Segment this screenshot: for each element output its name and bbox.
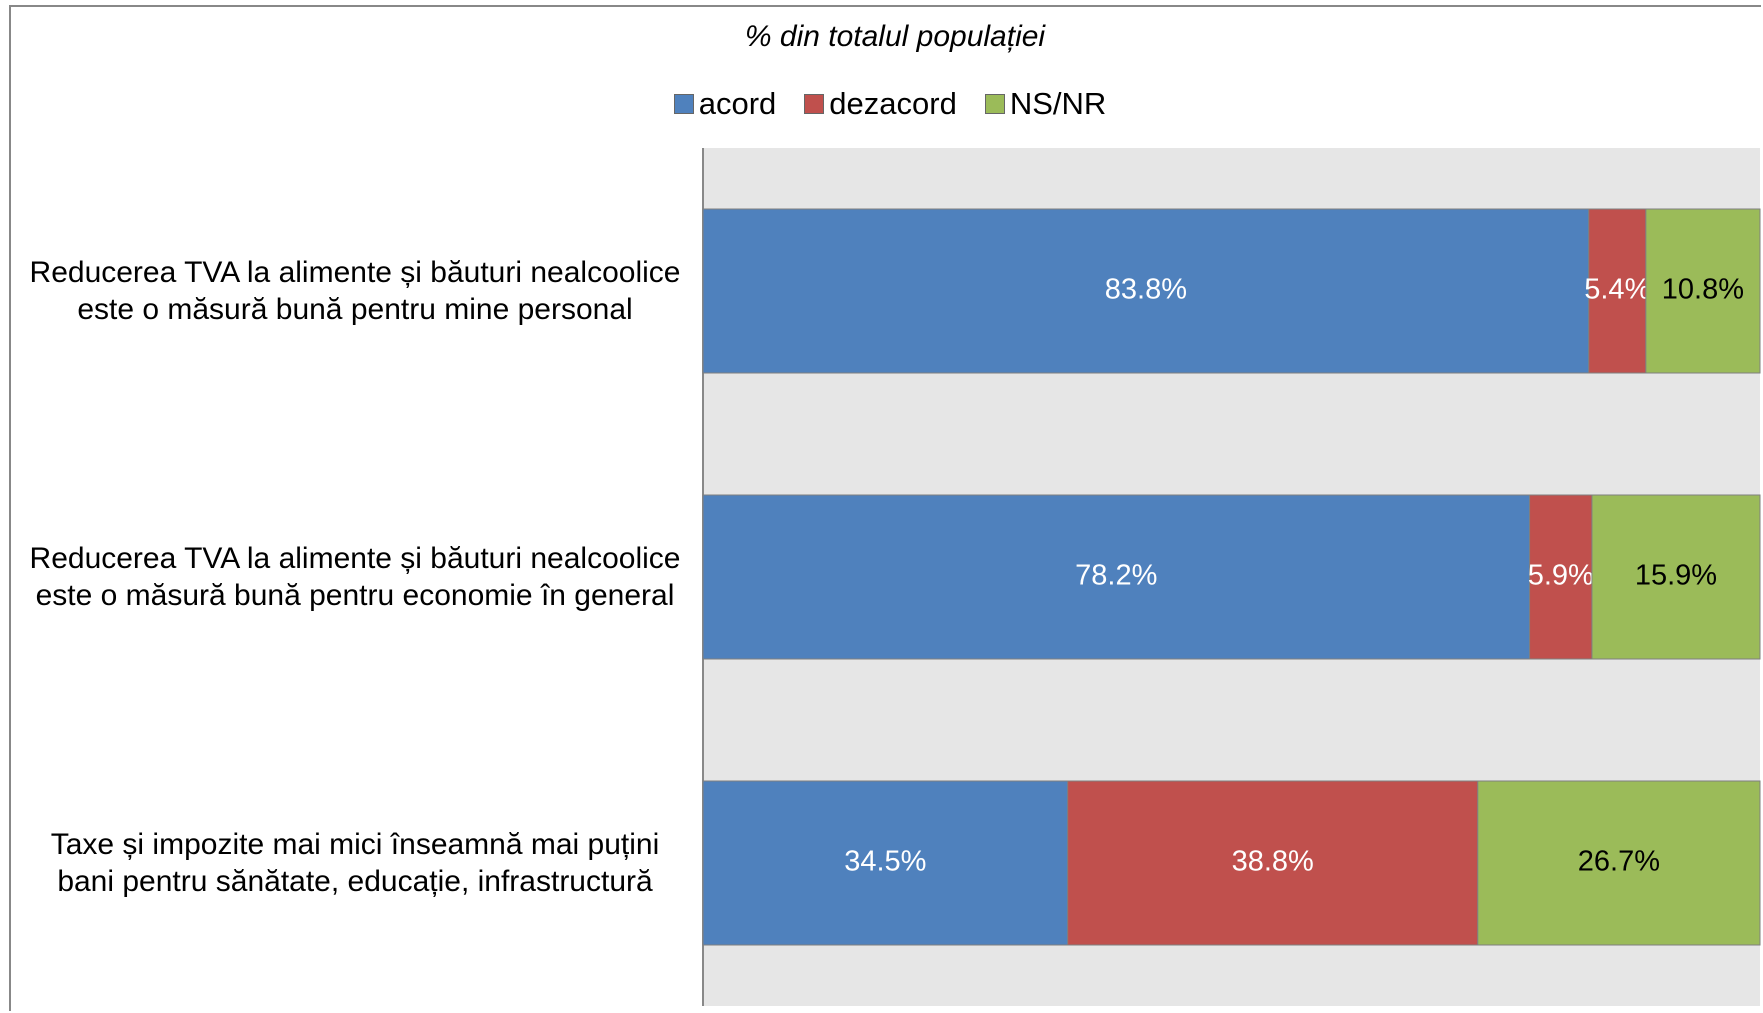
bar-segment	[702, 494, 1531, 660]
data-label: 26.7%	[1578, 846, 1660, 878]
bar-segment	[1529, 494, 1593, 660]
legend-swatch	[804, 94, 825, 114]
legend-swatch	[673, 94, 694, 114]
chart-frame	[9, 5, 1761, 1011]
legend-item: acord	[673, 86, 777, 122]
chart-title: % din totalul populației	[744, 20, 1046, 53]
legend-label: dezacord	[829, 86, 957, 121]
legend-swatch	[984, 94, 1005, 114]
bar-segment	[702, 208, 1590, 374]
bar-segment	[1645, 208, 1761, 374]
data-label: 38.8%	[1232, 846, 1314, 878]
bar-segment	[1591, 494, 1761, 660]
legend-label: NS/NR	[1009, 86, 1107, 121]
data-label: 5.4%	[1584, 274, 1650, 306]
legend-label: acord	[698, 86, 777, 121]
data-label: 78.2%	[1075, 560, 1157, 592]
category-label: Reducerea TVA la alimente și băuturi nea…	[29, 542, 681, 612]
bar-segment	[1067, 780, 1479, 946]
category-label: Taxe și impozite mai mici înseamnă mai p…	[50, 828, 660, 898]
bar-segment	[702, 780, 1069, 946]
bar-segment	[1477, 780, 1761, 946]
category-label: Reducerea TVA la alimente și băuturi nea…	[29, 256, 681, 326]
data-label: 34.5%	[844, 846, 926, 878]
data-label: 5.9%	[1528, 560, 1594, 592]
legend-item: NS/NR	[984, 86, 1107, 122]
legend: acord dezacord NS/NR	[0, 86, 1763, 122]
data-label: 15.9%	[1635, 560, 1717, 592]
data-label: 83.8%	[1105, 274, 1187, 306]
data-label: 10.8%	[1662, 274, 1744, 306]
legend-item: dezacord	[804, 86, 957, 122]
